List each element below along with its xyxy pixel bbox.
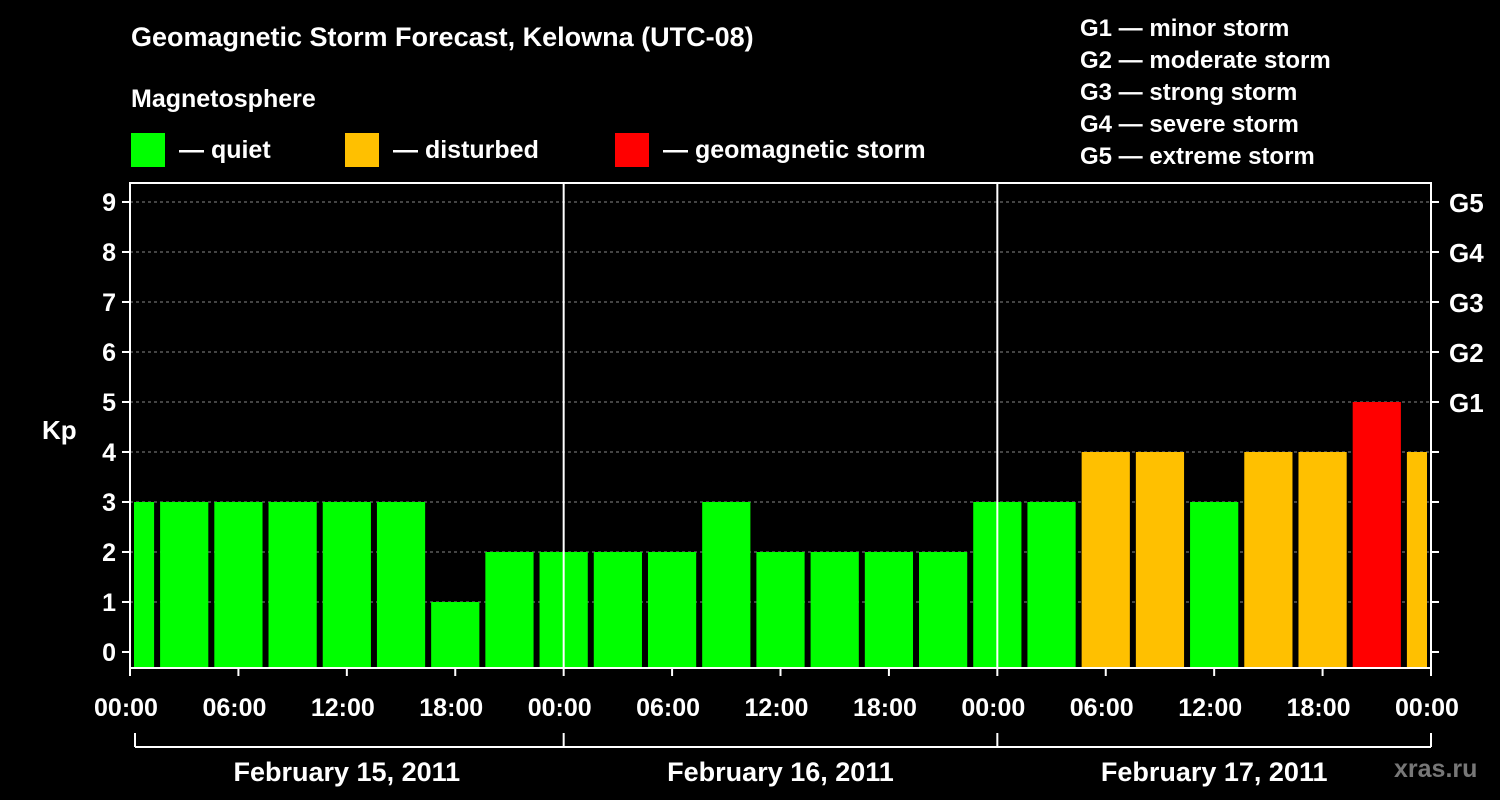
g-scale-label: G1 bbox=[1449, 388, 1484, 418]
legend-swatch-quiet bbox=[131, 133, 165, 167]
y-tick-label: 8 bbox=[102, 239, 116, 267]
legend-swatch-storm bbox=[615, 133, 649, 167]
kp-bar bbox=[864, 552, 914, 668]
legend-title: Magnetosphere bbox=[131, 85, 316, 113]
kp-bar bbox=[268, 502, 317, 668]
legend-item-disturbed: — disturbed bbox=[345, 133, 539, 167]
kp-bar bbox=[810, 552, 859, 668]
kp-bar bbox=[431, 602, 480, 668]
kp-bar bbox=[647, 552, 697, 668]
y-tick-label: 3 bbox=[102, 489, 116, 517]
x-tick-label: 18:00 bbox=[853, 694, 917, 722]
x-tick-label: 00:00 bbox=[528, 694, 592, 722]
g-scale-label: G4 bbox=[1449, 238, 1484, 268]
watermark: xras.ru bbox=[1394, 755, 1478, 783]
scale-note-g5: G5 — extreme storm bbox=[1080, 143, 1315, 170]
kp-bar bbox=[1298, 452, 1347, 668]
kp-bar bbox=[134, 502, 155, 668]
x-tick-label: 06:00 bbox=[636, 694, 700, 722]
scale-note-g3: G3 — strong storm bbox=[1080, 79, 1298, 106]
y-tick-label: 4 bbox=[102, 439, 116, 467]
kp-bar bbox=[1406, 452, 1427, 668]
y-tick-label: 1 bbox=[102, 589, 116, 617]
legend-swatch-disturbed bbox=[345, 133, 379, 167]
y-tick-label: 0 bbox=[102, 639, 116, 667]
kp-bar bbox=[214, 502, 263, 668]
g-scale-label: G3 bbox=[1449, 288, 1484, 318]
kp-bar bbox=[1352, 402, 1401, 668]
kp-bar bbox=[1027, 502, 1076, 668]
y-tick-label: 9 bbox=[102, 189, 116, 217]
day-label: February 15, 2011 bbox=[234, 757, 461, 787]
y-tick-label: 6 bbox=[102, 339, 116, 367]
y-tick-label: 7 bbox=[102, 289, 116, 317]
kp-bar bbox=[1135, 452, 1185, 668]
kp-bar bbox=[485, 552, 534, 668]
kp-bar bbox=[919, 552, 968, 668]
day-label: February 16, 2011 bbox=[667, 757, 894, 787]
g-scale-label: G5 bbox=[1449, 188, 1484, 218]
kp-bar bbox=[1190, 502, 1239, 668]
legend-label-disturbed: — disturbed bbox=[393, 135, 539, 164]
x-tick-label: 18:00 bbox=[419, 694, 483, 722]
kp-bar bbox=[1244, 452, 1293, 668]
kp-bar bbox=[322, 502, 371, 668]
legend-label-storm: — geomagnetic storm bbox=[663, 135, 926, 164]
kp-bar bbox=[702, 502, 751, 668]
x-tick-label: 00:00 bbox=[1395, 694, 1459, 722]
kp-bar bbox=[376, 502, 426, 668]
x-tick-label: 18:00 bbox=[1287, 694, 1351, 722]
y-tick-label: 2 bbox=[102, 539, 116, 567]
x-tick-label: 06:00 bbox=[1070, 694, 1134, 722]
legend-item-storm: — geomagnetic storm bbox=[615, 133, 926, 167]
kp-bar bbox=[160, 502, 209, 668]
g-scale-label: G2 bbox=[1449, 338, 1484, 368]
chart-title: Geomagnetic Storm Forecast, Kelowna (UTC… bbox=[131, 22, 754, 52]
day-label: February 17, 2011 bbox=[1101, 757, 1328, 787]
kp-bar bbox=[593, 552, 642, 668]
x-tick-label: 06:00 bbox=[202, 694, 266, 722]
legend-item-quiet: — quiet bbox=[131, 133, 271, 167]
legend-label-quiet: — quiet bbox=[179, 135, 271, 164]
x-tick-label: 12:00 bbox=[1178, 694, 1242, 722]
x-tick-label: 00:00 bbox=[961, 694, 1025, 722]
scale-note-g4: G4 — severe storm bbox=[1080, 111, 1299, 138]
y-tick-label: 5 bbox=[102, 389, 116, 417]
x-tick-label: 00:00 bbox=[94, 694, 158, 722]
scale-note-g1: G1 — minor storm bbox=[1080, 15, 1290, 42]
y-axis-label: Kp bbox=[42, 415, 77, 445]
x-tick-label: 12:00 bbox=[311, 694, 375, 722]
kp-bar bbox=[1081, 452, 1130, 668]
scale-note-g2: G2 — moderate storm bbox=[1080, 47, 1331, 74]
x-tick-label: 12:00 bbox=[745, 694, 809, 722]
kp-bar bbox=[756, 552, 805, 668]
